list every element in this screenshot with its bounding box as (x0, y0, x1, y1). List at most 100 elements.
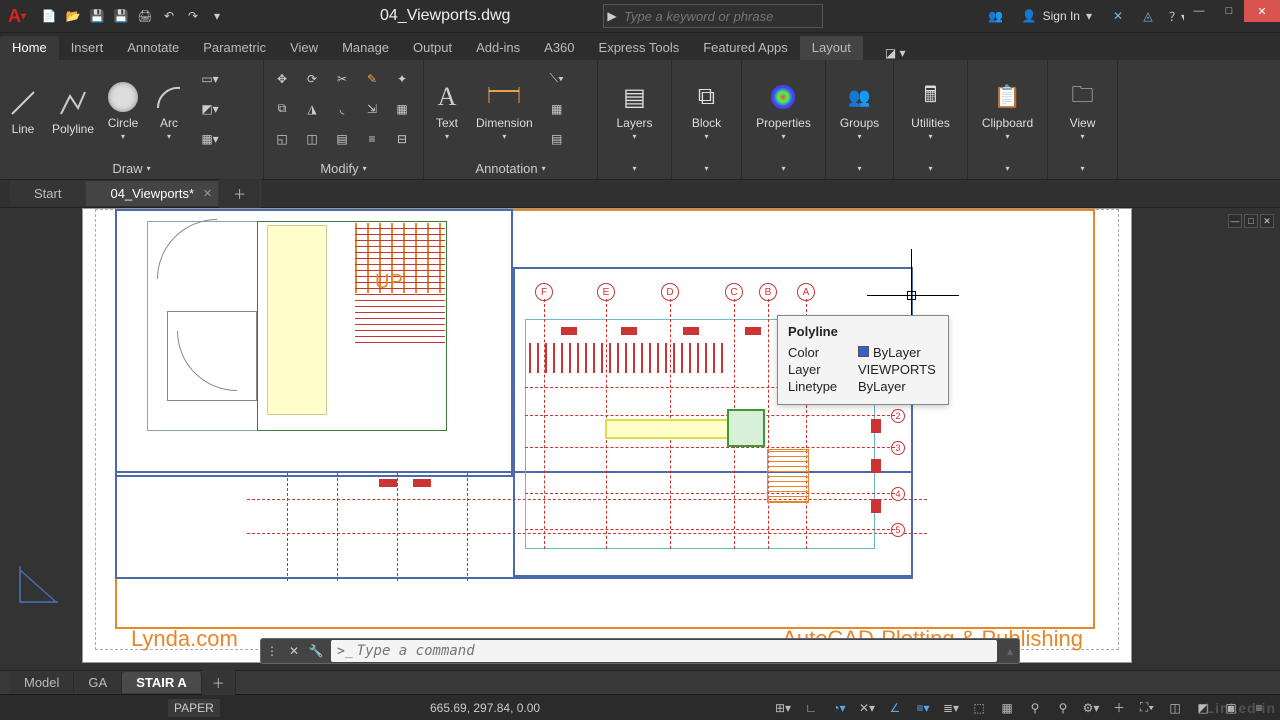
panel-properties-drop[interactable]: ▾ (742, 157, 825, 179)
panel-view-drop[interactable]: ▾ (1048, 157, 1117, 179)
transparency-icon[interactable]: ≣▾ (938, 698, 964, 718)
qat-saveas-icon[interactable]: 💾 (110, 5, 132, 27)
search-input[interactable] (620, 9, 822, 24)
tab-annotate[interactable]: Annotate (115, 36, 191, 60)
search-box[interactable]: ▶ (603, 4, 823, 28)
zoom-extents-icon[interactable]: ⛶▾ (1134, 698, 1160, 718)
command-input[interactable] (357, 643, 991, 659)
file-tab-add[interactable]: ＋ (219, 179, 261, 208)
boundary-icon[interactable]: ▦▾ (196, 125, 224, 153)
minimize-button[interactable]: — (1184, 0, 1214, 22)
offset-icon[interactable]: ◫ (298, 125, 326, 153)
file-tab-current[interactable]: 04_Viewports*✕ (86, 181, 219, 206)
viewport-2[interactable]: F E D C B A 1 2 3 4 5 (513, 267, 913, 577)
text-button[interactable]: AText▾ (424, 76, 470, 141)
tab-home[interactable]: Home (0, 36, 59, 60)
explode-icon[interactable]: ✦ (388, 65, 416, 93)
groups-button[interactable]: 👥Groups▾ (834, 76, 885, 141)
tab-insert[interactable]: Insert (59, 36, 116, 60)
layout-tab-model[interactable]: Model (10, 672, 74, 693)
tab-manage[interactable]: Manage (330, 36, 401, 60)
tab-a360[interactable]: A360 (532, 36, 586, 60)
command-line[interactable]: ⋮ ✕ 🔧 >_ ▴ (260, 638, 1020, 664)
cmd-history-icon[interactable]: ▴ (1001, 644, 1019, 658)
panel-modify-label[interactable]: Modify ▾ (264, 157, 423, 179)
scale-icon[interactable]: ◱ (268, 125, 296, 153)
app-icon[interactable]: A▾ (0, 0, 34, 32)
tab-featured[interactable]: Featured Apps (691, 36, 800, 60)
close-icon[interactable]: ✕ (203, 187, 212, 200)
tab-parametric[interactable]: Parametric (191, 36, 278, 60)
selection-icon[interactable]: ⬚ (966, 698, 992, 718)
utilities-button[interactable]: 🖩Utilities▾ (905, 76, 956, 141)
cmd-config-icon[interactable]: 🔧 (305, 640, 327, 662)
close-button[interactable]: ✕ (1244, 0, 1280, 22)
sign-in-button[interactable]: 👤 Sign In ▾ (1014, 9, 1100, 23)
vp-close-icon[interactable]: ✕ (1260, 214, 1274, 228)
exchange-icon[interactable]: ✕ (1106, 4, 1130, 28)
move-icon[interactable]: ✥ (268, 65, 296, 93)
fillet-icon[interactable]: ◟ (328, 95, 356, 123)
panel-block-drop[interactable]: ▾ (672, 157, 741, 179)
qat-open-icon[interactable]: 📂 (62, 5, 84, 27)
qat-save-icon[interactable]: 💾 (86, 5, 108, 27)
maximize-button[interactable]: □ (1214, 0, 1244, 22)
qat-redo-icon[interactable]: ↷ (182, 5, 204, 27)
polar-icon[interactable]: ◔▾ (826, 698, 852, 718)
circle-button[interactable]: Circle▾ (100, 76, 146, 141)
align-icon[interactable]: ≡ (358, 125, 386, 153)
leader-icon[interactable]: ⟍▾ (543, 65, 571, 93)
copy-icon[interactable]: ⧉ (268, 95, 296, 123)
erase-icon[interactable]: ✎ (358, 65, 386, 93)
qat-more-icon[interactable]: ▾ (206, 5, 228, 27)
block-button[interactable]: ⧉Block▾ (684, 76, 730, 141)
a360-icon[interactable]: ◬ (1136, 4, 1160, 28)
stretch-icon[interactable]: ⇲ (358, 95, 386, 123)
qat-new-icon[interactable]: 📄 (38, 5, 60, 27)
panel-layers-drop[interactable]: ▾ (598, 157, 671, 179)
qp-icon[interactable]: ▦ (994, 698, 1020, 718)
rectangle-icon[interactable]: ▭▾ (196, 65, 224, 93)
break-icon[interactable]: ⊟ (388, 125, 416, 153)
panel-utilities-drop[interactable]: ▾ (894, 157, 967, 179)
tab-express[interactable]: Express Tools (587, 36, 692, 60)
drawing-canvas[interactable]: — □ ✕ UP (0, 208, 1280, 670)
array-icon[interactable]: ▦ (388, 95, 416, 123)
layout-tab-ga[interactable]: GA (74, 672, 122, 693)
hatch-icon[interactable]: ◩▾ (196, 95, 224, 123)
qat-plot-icon[interactable]: 🖨 (134, 5, 156, 27)
file-tab-start[interactable]: Start (10, 181, 86, 206)
cmd-close-icon[interactable]: ✕ (283, 640, 305, 662)
search-arrow-icon[interactable]: ▶ (604, 9, 620, 23)
isolate-icon[interactable]: ◫ (1162, 698, 1188, 718)
panel-clipboard-drop[interactable]: ▾ (968, 157, 1047, 179)
table-icon[interactable]: ▦ (543, 95, 571, 123)
rotate-icon[interactable]: ⟳ (298, 65, 326, 93)
grid-toggle-icon[interactable]: ⊞▾ (770, 698, 796, 718)
layout-tab-add[interactable]: ＋ (202, 670, 236, 695)
cmd-handle-icon[interactable]: ⋮ (261, 640, 283, 662)
arc-button[interactable]: Arc▾ (146, 76, 192, 141)
panel-groups-drop[interactable]: ▾ (826, 157, 893, 179)
qat-undo-icon[interactable]: ↶ (158, 5, 180, 27)
tab-view[interactable]: View (278, 36, 330, 60)
tab-layout[interactable]: Layout (800, 36, 863, 60)
properties-button[interactable]: Properties▾ (750, 76, 817, 141)
osnap-icon[interactable]: ✕▾ (854, 698, 880, 718)
annovisibility-icon[interactable]: ⚲ (1050, 698, 1076, 718)
panel-annotation-label[interactable]: Annotation ▾ (424, 157, 597, 179)
panel-draw-label[interactable]: Draw ▾ (0, 157, 263, 179)
dimension-button[interactable]: Dimension▾ (470, 76, 539, 141)
arrayrect-icon[interactable]: ▤ (328, 125, 356, 153)
vp-min-icon[interactable]: — (1228, 214, 1242, 228)
tab-overflow[interactable]: ◪ ▾ (879, 46, 912, 60)
polyline-button[interactable]: Polyline (46, 82, 100, 136)
zoom-plus-icon[interactable]: ＋ (1106, 698, 1132, 718)
mtext-icon[interactable]: ▤ (543, 125, 571, 153)
infocenter-icon[interactable]: 👥 (984, 4, 1008, 28)
line-button[interactable]: Line (0, 82, 46, 136)
layers-button[interactable]: ▤Layers▾ (610, 76, 658, 141)
settings-icon[interactable]: ⚙▾ (1078, 698, 1104, 718)
mirror-icon[interactable]: ◮ (298, 95, 326, 123)
vp-max-icon[interactable]: □ (1244, 214, 1258, 228)
